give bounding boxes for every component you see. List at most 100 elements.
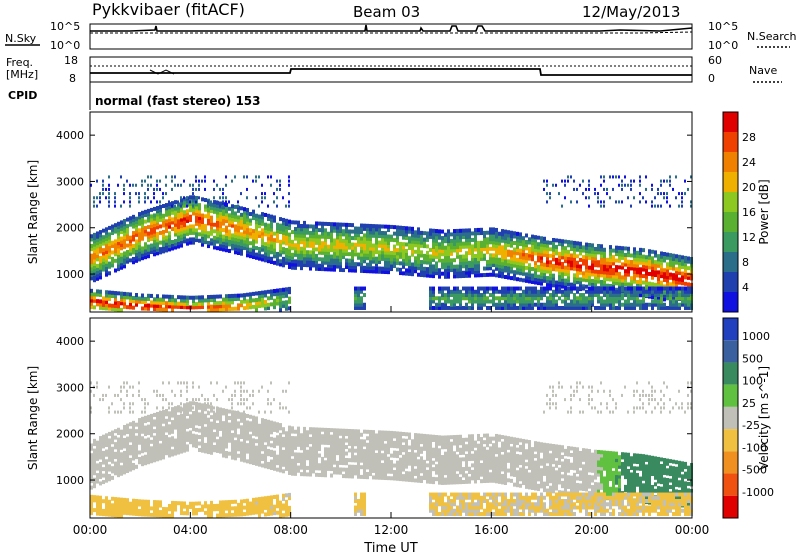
- vel-cell: [198, 448, 201, 453]
- power-cell: [552, 247, 555, 252]
- power-cell: [264, 303, 267, 308]
- power-cell: [213, 307, 216, 312]
- power-speckle: [171, 187, 173, 191]
- power-cell: [267, 255, 270, 260]
- power-cell: [96, 244, 99, 249]
- power-cell: [168, 237, 171, 242]
- power-cell: [174, 200, 177, 205]
- power-cell: [276, 229, 279, 234]
- power-cell: [579, 293, 582, 298]
- power-cell: [198, 219, 201, 224]
- power-cell: [576, 244, 579, 249]
- power-cell: [441, 261, 444, 266]
- power-cell: [573, 253, 576, 258]
- power-speckle: [615, 175, 617, 179]
- freq-panel-frame: [89, 56, 693, 83]
- vel-speckle: [168, 402, 170, 406]
- power-cell: [231, 217, 234, 222]
- power-cell: [591, 243, 594, 248]
- power-cell: [255, 223, 258, 228]
- power-cell: [519, 248, 522, 253]
- power-cell: [477, 293, 480, 298]
- power-cell: [273, 215, 276, 220]
- vel-cell: [177, 405, 180, 410]
- power-cell: [216, 236, 219, 241]
- power-cell: [438, 229, 441, 234]
- power-cell: [267, 289, 270, 294]
- power-cell: [153, 300, 156, 305]
- vel-speckle: [162, 398, 164, 402]
- vel-cell: [153, 419, 156, 424]
- power-cell: [123, 301, 126, 306]
- power-cell: [564, 249, 567, 254]
- power-cell: [228, 213, 231, 218]
- power-cell: [216, 226, 219, 231]
- vel-speckle: [180, 389, 182, 393]
- power-cell: [597, 279, 600, 284]
- vel-cell: [183, 501, 186, 506]
- power-cell: [402, 232, 405, 237]
- power-cell: [474, 247, 477, 252]
- power-speckle: [621, 187, 623, 191]
- power-cell: [570, 266, 573, 271]
- power-speckle: [585, 196, 587, 200]
- power-cell: [516, 235, 519, 240]
- vel-cell: [189, 501, 192, 506]
- power-cell: [585, 296, 588, 301]
- power-cell: [387, 234, 390, 239]
- power-cell: [90, 301, 93, 306]
- power-cell: [327, 244, 330, 249]
- power-cell: [252, 242, 255, 247]
- power-cell: [555, 244, 558, 249]
- power-cell: [210, 298, 213, 303]
- power-cell: [552, 302, 555, 307]
- power-cell: [108, 232, 111, 237]
- power-speckle: [198, 183, 200, 187]
- power-cell: [543, 289, 546, 294]
- power-cell: [285, 238, 288, 243]
- power-cell: [522, 289, 525, 294]
- power-cell: [603, 280, 606, 285]
- power-cell: [144, 226, 147, 231]
- power-cell: [453, 248, 456, 253]
- vel-cell: [288, 505, 291, 510]
- power-cell: [360, 223, 363, 228]
- power-cell: [243, 242, 246, 247]
- power-cell: [219, 201, 222, 206]
- power-cell: [282, 234, 285, 239]
- power-cell: [234, 237, 237, 242]
- power-cell: [117, 301, 120, 306]
- power-cell: [267, 236, 270, 241]
- vel-speckle: [216, 406, 218, 410]
- power-cell: [546, 276, 549, 281]
- vel-cell: [264, 496, 267, 501]
- power-speckle: [660, 204, 662, 208]
- power-cell: [129, 242, 132, 247]
- power-cell: [198, 212, 201, 217]
- power-cell: [528, 266, 531, 271]
- power-cell: [417, 263, 420, 268]
- power-cell: [573, 299, 576, 304]
- power-cell: [267, 302, 270, 307]
- power-cell: [615, 305, 618, 310]
- power-cell: [534, 280, 537, 285]
- vel-cell: [189, 414, 192, 419]
- power-cell: [525, 239, 528, 244]
- power-cell: [540, 268, 543, 273]
- power-speckle: [639, 183, 641, 187]
- power-cell: [315, 260, 318, 265]
- power-cell: [423, 270, 426, 275]
- vel-cell: [144, 438, 147, 443]
- power-cell: [507, 233, 510, 238]
- power-cell: [555, 305, 558, 310]
- power-cell: [420, 273, 423, 278]
- power-cell: [231, 220, 234, 225]
- power-speckle: [165, 192, 167, 196]
- power-cell: [204, 236, 207, 241]
- power-cell: [183, 203, 186, 208]
- power-cell: [324, 254, 327, 259]
- power-speckle: [684, 192, 686, 196]
- power-cell: [357, 226, 360, 231]
- power-cell: [450, 242, 453, 247]
- power-cell: [600, 250, 603, 255]
